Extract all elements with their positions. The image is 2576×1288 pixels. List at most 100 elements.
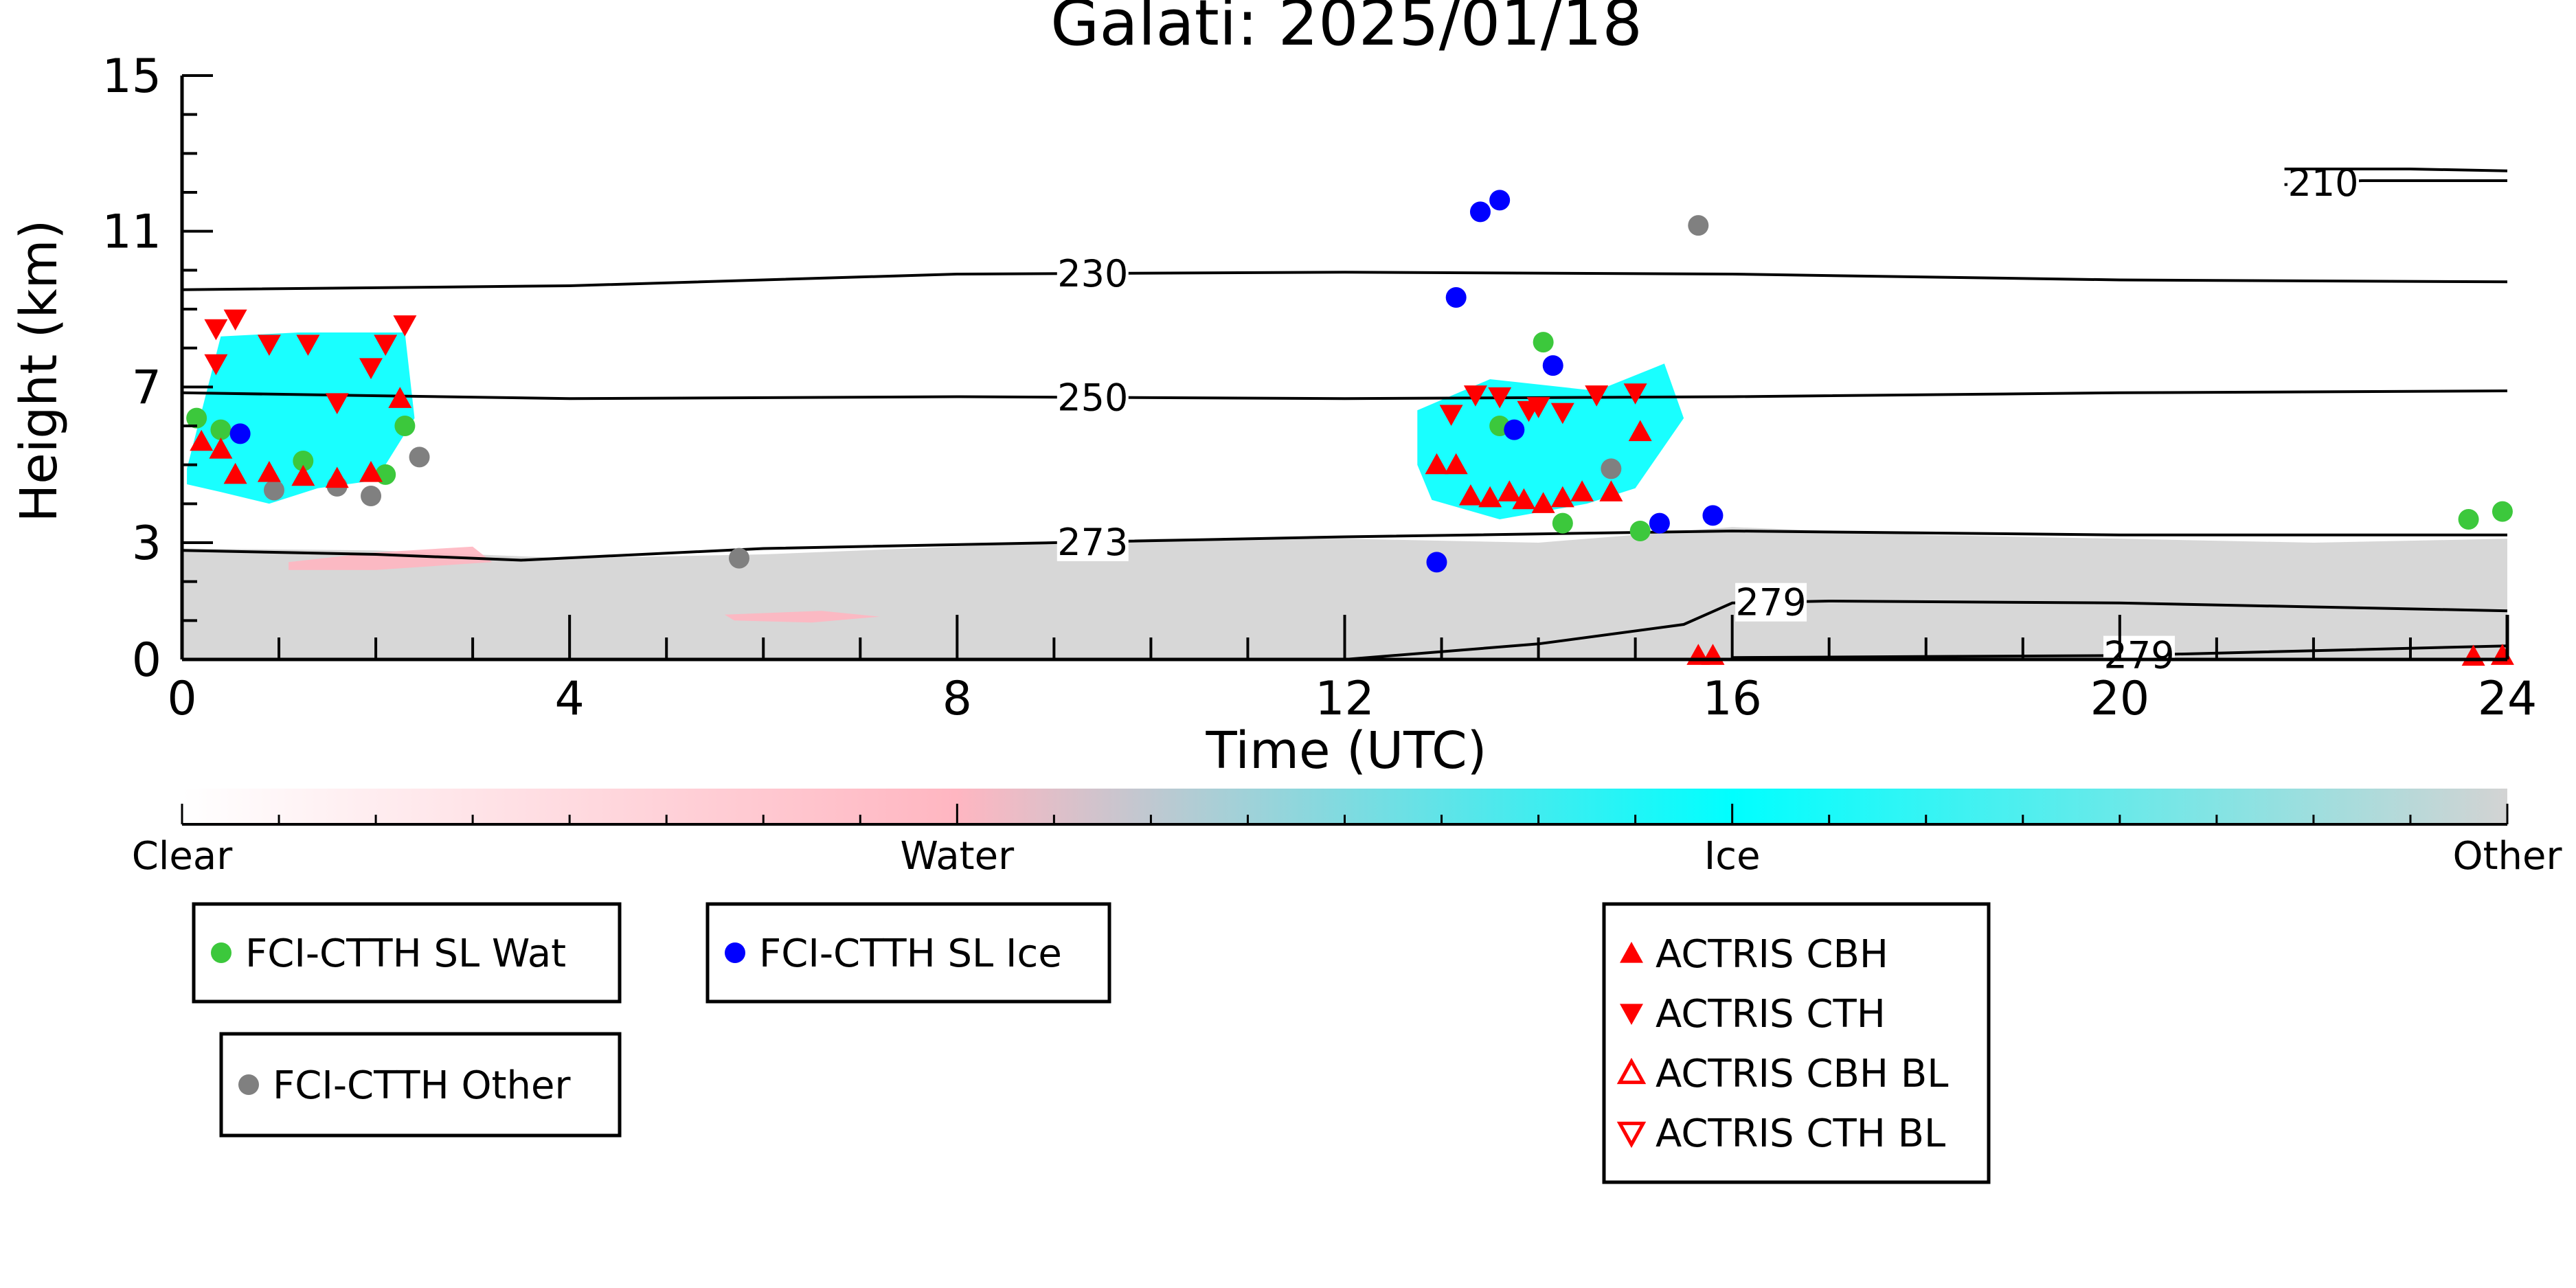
- cloud-region-water-2: [724, 611, 880, 623]
- data-point: [1426, 552, 1447, 573]
- marker-layer: [186, 190, 2514, 666]
- data-point: [1489, 190, 1511, 211]
- x-axis-label: Time (UTC): [1205, 721, 1487, 780]
- data-point: [1463, 385, 1487, 407]
- cloud-region-ice-4: [1417, 363, 1684, 519]
- isotherm-273-4: [181, 529, 2507, 562]
- y-tick-label: 0: [132, 633, 161, 688]
- data-point: [209, 438, 233, 459]
- data-point: [1444, 453, 1468, 475]
- data-point: [257, 335, 281, 356]
- legend-marker: [1616, 1121, 1647, 1149]
- isotherm-label-250: 250: [1057, 376, 1128, 419]
- data-point: [296, 335, 320, 356]
- isotherm-label-230: 230: [1057, 252, 1128, 295]
- colorbar-label-other: Other: [2452, 834, 2562, 879]
- legend-label: ACTRIS CBH BL: [1656, 1052, 1948, 1096]
- data-point: [1425, 453, 1449, 475]
- data-point: [1552, 512, 1573, 534]
- data-point: [1628, 420, 1652, 442]
- y-axis-label: Height (km): [10, 220, 69, 523]
- isotherm-label-273: 273: [1057, 521, 1128, 564]
- data-point: [223, 462, 247, 484]
- data-point: [1599, 480, 1623, 501]
- legend-marker: [238, 1074, 259, 1095]
- series-1: [229, 190, 1724, 573]
- data-point: [204, 319, 228, 341]
- isotherm-label-279: 279: [2104, 634, 2175, 677]
- isotherm-label-bg: [1057, 522, 1129, 561]
- data-point: [1688, 215, 1709, 236]
- data-point: [1512, 488, 1536, 510]
- data-point: [1601, 458, 1622, 479]
- legend-frame: [705, 902, 1111, 1004]
- data-point: [1570, 480, 1594, 501]
- isotherm-label-bg: [1057, 378, 1129, 417]
- data-point: [1531, 492, 1555, 513]
- data-point: [1526, 397, 1550, 418]
- data-point: [728, 547, 749, 569]
- data-point: [186, 407, 207, 429]
- legends: FCI-CTTH SL Wat FCI-CTTH SL Ice FCI-CTTH O…: [192, 902, 1991, 1184]
- colorbar: Clear Water Ice Other: [132, 789, 2562, 879]
- legend-box-3: ACTRIS CBH ACTRIS CTH ACTRIS CBH BL ACTRIS …: [1602, 902, 1991, 1184]
- data-point: [359, 358, 383, 379]
- data-point: [1439, 405, 1463, 426]
- series-3: [190, 387, 2514, 666]
- data-point: [1585, 385, 1609, 407]
- legend-box-1: FCI-CTTH SL Ice: [705, 902, 1111, 1004]
- data-point: [1702, 505, 1724, 526]
- series-4: [204, 309, 1647, 426]
- data-point: [263, 479, 284, 501]
- x-tick-label: 8: [942, 672, 972, 726]
- data-point: [374, 335, 398, 356]
- legend-label: ACTRIS CTH BL: [1656, 1111, 1945, 1156]
- data-point: [204, 354, 228, 376]
- data-point: [325, 466, 349, 488]
- isotherm-label-bg: [1735, 583, 1807, 622]
- x-tick-label: 24: [2478, 672, 2538, 726]
- data-point: [1550, 486, 1574, 508]
- legend-label: ACTRIS CBH: [1656, 932, 1888, 977]
- legend-box-2: FCI-CTTH Other: [219, 1032, 622, 1138]
- x-tick-label: 12: [1315, 672, 1375, 726]
- x-tick-label: 20: [2090, 672, 2150, 726]
- x-tick-label: 4: [555, 672, 585, 726]
- colorbar-label-clear: Clear: [132, 834, 233, 879]
- cloud-region-other-0: [182, 527, 2507, 659]
- data-point: [190, 429, 214, 451]
- data-point: [409, 447, 430, 468]
- legend-label: FCI-CTTH SL Ice: [759, 931, 1062, 976]
- isotherm-label-bg: [2103, 635, 2176, 675]
- x-tick-label: 0: [167, 672, 196, 726]
- data-point: [1445, 287, 1467, 308]
- data-point: [1649, 512, 1670, 534]
- y-tick-label: 3: [132, 517, 161, 571]
- data-point: [359, 461, 383, 482]
- cloud-region-water-1: [289, 546, 493, 570]
- data-point: [1550, 403, 1574, 425]
- data-point: [291, 464, 315, 486]
- data-point: [394, 416, 416, 436]
- data-point: [1629, 521, 1651, 541]
- y-tick-label: 7: [132, 361, 161, 415]
- data-point: [325, 393, 349, 414]
- isotherm-label-bg: [1057, 254, 1129, 293]
- data-point: [1623, 383, 1647, 405]
- legend-label: FCI-CTTH SL Wat: [245, 931, 566, 976]
- cloud-classification-layer: [182, 332, 2507, 659]
- y-tick-label: 11: [102, 205, 161, 260]
- isotherm-230-2: [181, 271, 2508, 291]
- data-point: [2492, 501, 2513, 522]
- data-point: [1533, 332, 1554, 353]
- legend-box-0: FCI-CTTH SL Wat: [192, 902, 622, 1004]
- isotherm-250-3: [181, 389, 2508, 400]
- data-point: [361, 486, 382, 506]
- data-point: [1469, 201, 1491, 223]
- legend-label: FCI-CTTH Other: [273, 1063, 571, 1108]
- legend-frame: [192, 902, 622, 1004]
- data-point: [1504, 419, 1525, 440]
- data-point: [229, 423, 251, 444]
